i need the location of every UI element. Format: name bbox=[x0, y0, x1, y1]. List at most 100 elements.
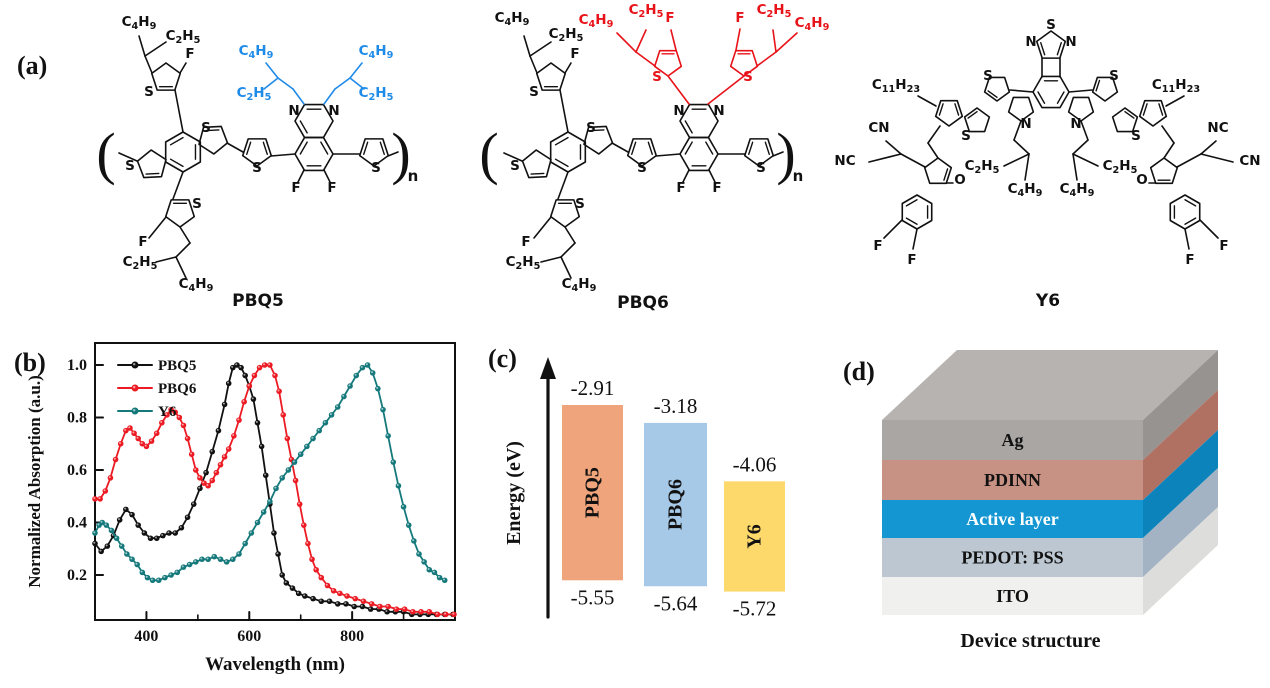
bracket-close: ) bbox=[391, 121, 410, 186]
atom-label: N bbox=[1025, 34, 1036, 50]
x-tick-label: 600 bbox=[237, 628, 261, 645]
atom-label: S bbox=[743, 69, 753, 85]
panel-a-label: (a) bbox=[17, 51, 47, 80]
molecule-PBQ6-accent bbox=[616, 28, 798, 105]
homo-value-Y6: -5.72 bbox=[733, 597, 777, 621]
energy-bar-label-Y6: Y6 bbox=[744, 524, 766, 548]
atom-label: F bbox=[185, 46, 194, 62]
atom-label: F bbox=[521, 234, 530, 250]
lumo-value-Y6: -4.06 bbox=[733, 452, 777, 476]
energy-axis-title: Energy (eV) bbox=[503, 441, 525, 545]
atom-label: S bbox=[252, 160, 262, 176]
atom-label: C2H5 bbox=[506, 254, 541, 272]
atom-label: F bbox=[907, 252, 916, 268]
atom-label: C4H9 bbox=[122, 14, 157, 32]
atom-label: CN bbox=[868, 120, 889, 136]
panel-d-label: (d) bbox=[843, 357, 875, 386]
legend-label-Y6: Y6 bbox=[158, 404, 177, 420]
atom-label: S bbox=[529, 84, 539, 100]
repeat-subscript: n bbox=[408, 167, 419, 185]
atom-label: F bbox=[291, 180, 300, 196]
x-axis-title: Wavelength (nm) bbox=[205, 654, 345, 675]
atom-label: F bbox=[1219, 238, 1228, 254]
atom-label: S bbox=[983, 68, 993, 84]
layer-front-face bbox=[882, 577, 1143, 615]
atom-label: F bbox=[712, 180, 721, 196]
atom-label: C4H9 bbox=[1008, 181, 1043, 199]
atom-label: S bbox=[586, 120, 596, 136]
layer-side-face bbox=[1143, 468, 1218, 577]
atom-label: F bbox=[665, 10, 674, 26]
atom-label: S bbox=[1131, 128, 1141, 144]
atom-label: C2H5 bbox=[965, 158, 1000, 176]
series-PBQ5-line bbox=[94, 364, 453, 616]
atom-label: C2H5 bbox=[1103, 158, 1138, 176]
legend: PBQ5 PBQ6 Y6 bbox=[117, 358, 197, 420]
energy-bar-label-PBQ5: PBQ5 bbox=[582, 467, 604, 518]
atom-label: F bbox=[676, 180, 685, 196]
energy-bar-label-PBQ6: PBQ6 bbox=[665, 479, 687, 530]
layer-front-face bbox=[882, 538, 1143, 577]
atom-label: C2H5 bbox=[123, 254, 158, 272]
layer-side-face bbox=[1143, 507, 1218, 615]
series-PBQ6 bbox=[92, 362, 457, 618]
atom-label: S bbox=[510, 158, 520, 174]
y-tick-label: 0.6 bbox=[67, 462, 87, 479]
atom-label: S bbox=[1109, 68, 1119, 84]
atom-label: F bbox=[1185, 252, 1194, 268]
atom-label: O bbox=[954, 172, 965, 188]
atom-label: C4H9 bbox=[795, 15, 830, 33]
layer-side-face bbox=[1143, 430, 1218, 538]
atom-label: C4H9 bbox=[562, 276, 597, 294]
y-tick-label: 0.2 bbox=[67, 567, 87, 584]
legend-label-PBQ6: PBQ6 bbox=[158, 381, 197, 397]
homo-value-PBQ6: -5.64 bbox=[654, 591, 698, 615]
x-tick-label: 400 bbox=[134, 628, 158, 645]
atom-label: NC bbox=[1207, 120, 1228, 136]
y-tick-label: 1.0 bbox=[67, 357, 87, 374]
atom-label: C2H5 bbox=[237, 85, 272, 103]
y-tick-label: 0.8 bbox=[67, 410, 87, 427]
atom-label: F bbox=[735, 10, 744, 26]
atom-label: N bbox=[713, 103, 724, 119]
atom-label: S bbox=[1046, 17, 1056, 33]
layer-front-face bbox=[882, 500, 1143, 538]
series-Y6 bbox=[92, 362, 448, 584]
layer-label-Ag: Ag bbox=[1002, 430, 1024, 450]
device-layer-PEDOT: PSS: PEDOT: PSS bbox=[882, 468, 1218, 577]
atom-label: C2H5 bbox=[549, 26, 584, 44]
atom-label: C4H9 bbox=[359, 43, 394, 61]
atom-label: S bbox=[575, 196, 585, 212]
atom-label: F bbox=[873, 238, 882, 254]
atom-label: N bbox=[288, 103, 299, 119]
atom-label: F bbox=[138, 234, 147, 250]
atom-label: S bbox=[371, 160, 381, 176]
molecule-name: Y6 bbox=[1035, 291, 1060, 311]
layer-label-Active layer: Active layer bbox=[966, 509, 1058, 529]
layer-side-face bbox=[1143, 390, 1218, 500]
layer-label-ITO: ITO bbox=[996, 586, 1029, 606]
device-layer-Ag: Ag bbox=[882, 350, 1218, 460]
panel-b-label: (b) bbox=[14, 348, 46, 377]
atom-label: C11H23 bbox=[872, 77, 920, 95]
atom-label: C2H5 bbox=[166, 28, 201, 46]
absorption-chart: (b) 400 600 800 0.2 0.4 0.6 0.8 1.0 Wavelength (… bbox=[14, 342, 457, 675]
atom-label: S bbox=[637, 160, 647, 176]
device-caption: Device structure bbox=[960, 630, 1100, 652]
absorption-plot: 400 600 800 0.2 0.4 0.6 0.8 1.0 Wavelength (nm) N… bbox=[25, 342, 457, 675]
molecule-name: PBQ6 bbox=[617, 293, 669, 313]
atom-label: S bbox=[961, 128, 971, 144]
atom-label: N bbox=[1065, 34, 1076, 50]
device-layer-ITO: ITO bbox=[882, 507, 1218, 615]
atom-label: S bbox=[144, 84, 154, 100]
atom-label: N bbox=[673, 103, 684, 119]
atom-label: C2H5 bbox=[359, 85, 394, 103]
plot-frame bbox=[94, 342, 456, 621]
atom-label: C2H5 bbox=[757, 2, 792, 20]
bracket-open: ( bbox=[96, 121, 115, 186]
